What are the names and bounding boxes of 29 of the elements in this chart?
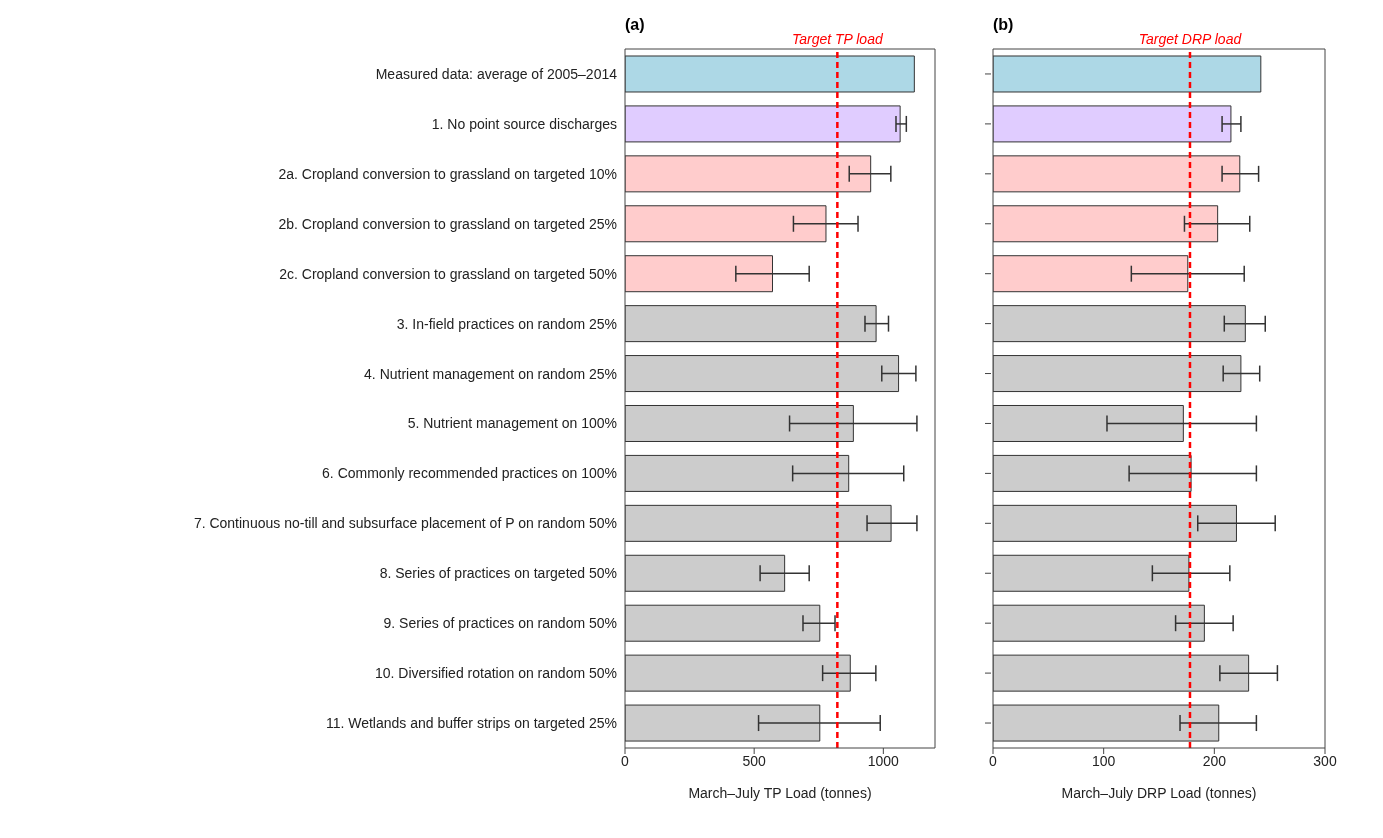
y-tick-label: 9. Series of practices on random 50% bbox=[383, 615, 617, 632]
ref-line-label: Target DRP load bbox=[1138, 31, 1243, 47]
chart-title: (b) bbox=[993, 16, 1014, 34]
y-tick-label: Measured data: average of 2005–2014 bbox=[375, 65, 618, 82]
y-tick-label: 2b. Cropland conversion to grassland on targeted 25% bbox=[278, 215, 617, 232]
bar bbox=[993, 55, 1262, 93]
x-axis-title: March–July DRP Load (tonnes) bbox=[1061, 785, 1257, 801]
x-tick-label: 200 bbox=[1202, 752, 1227, 769]
y-tick-label: 3. In-field practices on random 25% bbox=[396, 315, 617, 332]
x-tick-label: 1000 bbox=[867, 752, 900, 769]
y-tick-label: 8. Series of practices on targeted 50% bbox=[379, 565, 617, 582]
x-tick-label: 0 bbox=[621, 752, 630, 769]
y-tick-label: 2a. Cropland conversion to grassland on targeted 10% bbox=[278, 165, 617, 182]
y-tick-label: 6. Commonly recommended practices on 100% bbox=[322, 465, 617, 482]
x-tick-label: 100 bbox=[1091, 752, 1116, 769]
y-tick-label: 4. Nutrient management on random 25% bbox=[364, 365, 617, 382]
y-tick-label: 2c. Cropland conversion to grassland on targeted 50% bbox=[279, 265, 617, 282]
x-tick-label: 300 bbox=[1313, 752, 1337, 769]
x-axis-title: March–July TP Load (tonnes) bbox=[688, 785, 872, 801]
y-tick-label: 10. Diversified rotation on random 50% bbox=[374, 665, 617, 682]
chart-title: (a) bbox=[625, 16, 645, 34]
y-tick-label: 11. Wetlands and buffer strips on targeted 25% bbox=[325, 715, 617, 732]
x-tick-label: 0 bbox=[989, 752, 998, 769]
y-tick-label: 5. Nutrient management on 100% bbox=[407, 415, 617, 432]
y-tick-label: 1. No point source discharges bbox=[431, 115, 617, 132]
ref-line-label: Target TP load bbox=[791, 31, 884, 47]
x-tick-label: 500 bbox=[742, 752, 767, 769]
y-tick-label: 7. Continuous no-till and subsurface placement of P on random 50% bbox=[193, 515, 617, 532]
bar bbox=[625, 55, 915, 93]
